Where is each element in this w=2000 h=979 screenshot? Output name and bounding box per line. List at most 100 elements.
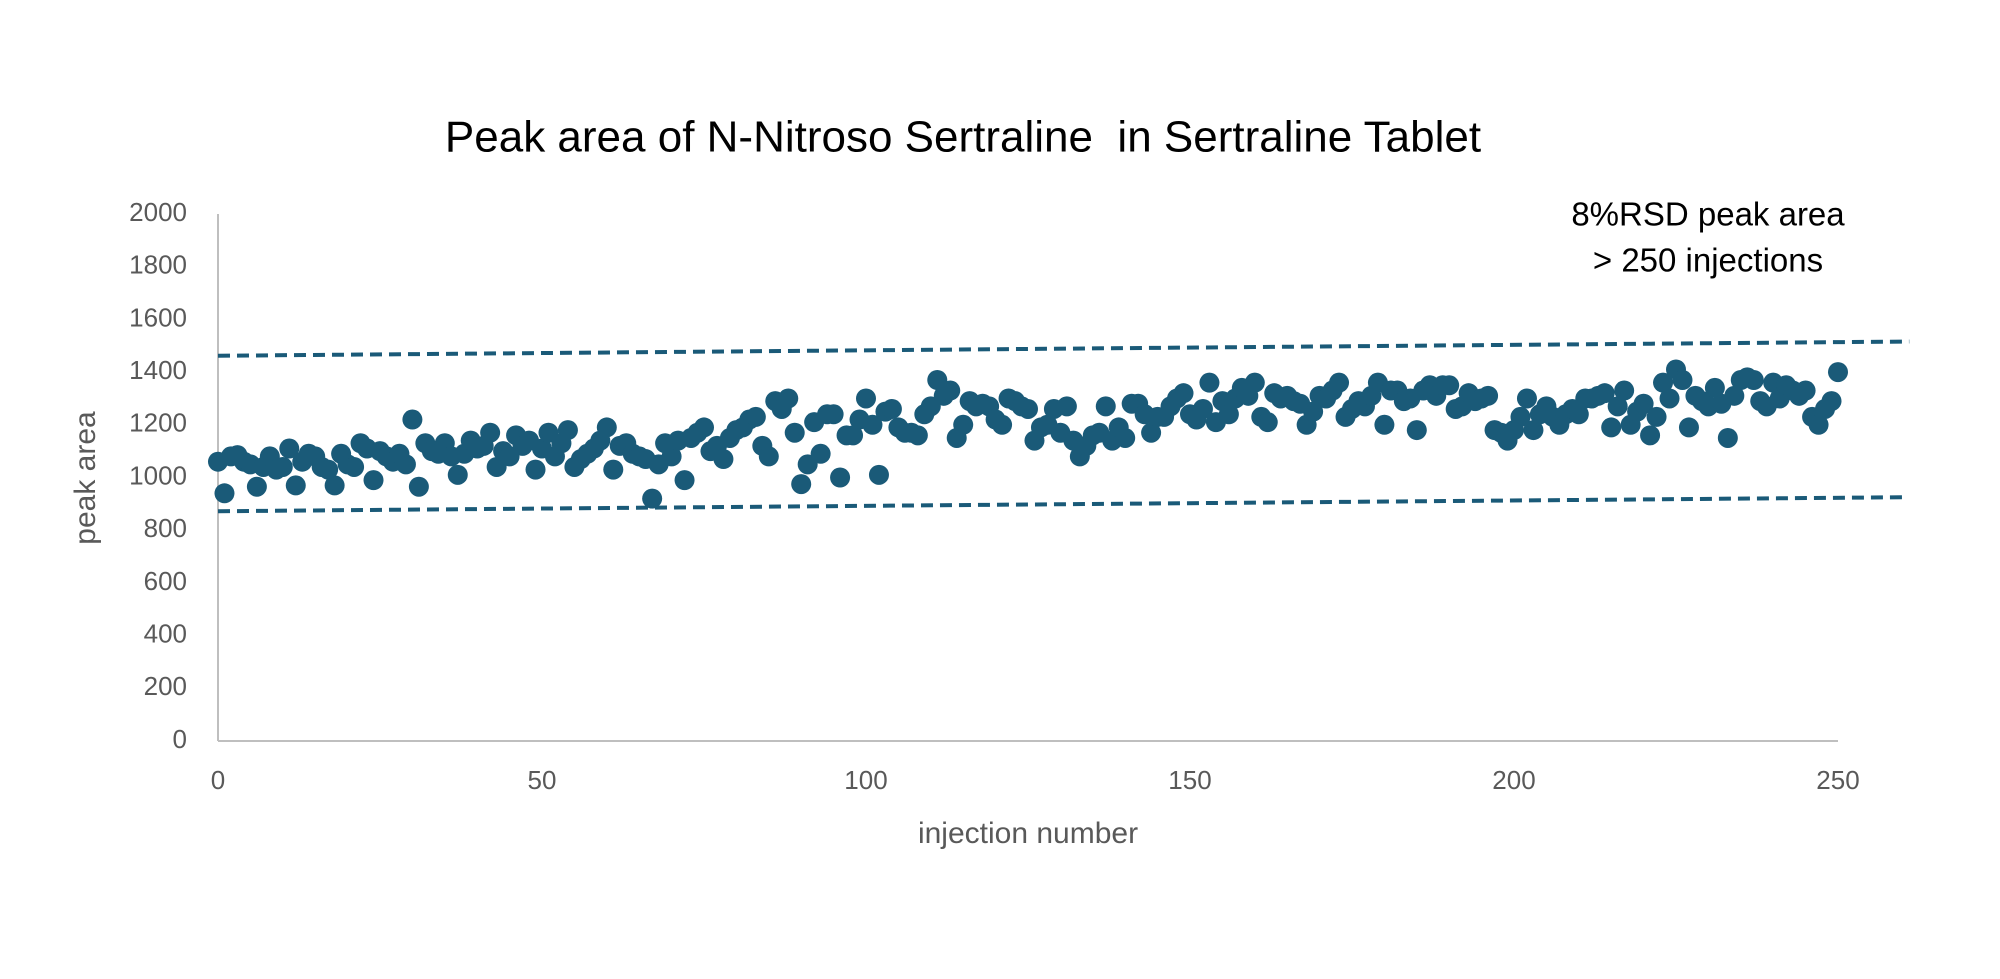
data-point [1523,420,1544,441]
data-point [830,467,851,488]
data-point [1018,398,1038,419]
data-point [318,459,339,480]
data-point [557,420,578,441]
data-point [285,475,306,496]
data-point [1633,393,1654,414]
annotation: > 250 injections [1593,242,1823,279]
data-point [525,459,546,480]
data-point [1614,380,1635,401]
data-point [1678,417,1699,438]
data-point [674,470,695,491]
y-tick-label: 800 [144,513,187,543]
data-point [1244,372,1265,393]
data-point [1218,404,1239,425]
data-point [661,446,682,467]
data-point [279,438,300,459]
data-point [1646,406,1667,427]
data-point [940,380,961,401]
data-point [1115,427,1136,448]
data-point [1607,396,1628,417]
data-point [1601,417,1622,438]
data-point [856,388,876,409]
data-point [862,414,883,435]
data-point [402,409,423,430]
y-tick-label: 2000 [129,197,187,227]
y-tick-label: 1200 [129,408,187,438]
data-point [1173,383,1194,404]
data-point [1095,396,1116,417]
x-tick-label: 250 [1816,765,1859,795]
y-tick-label: 200 [144,671,187,701]
data-point [395,454,416,475]
x-tick-label: 200 [1492,765,1535,795]
data-point [1717,427,1738,448]
x-tick-label: 50 [528,765,557,795]
data-point [1141,422,1162,443]
data-point [810,443,831,464]
data-point [344,456,365,477]
data-point [1659,388,1680,409]
x-axis-label: injection number [918,817,1138,850]
y-tick-label: 1400 [129,355,187,385]
data-point [1653,372,1674,393]
y-axis-label: peak area [69,411,102,545]
y-tick-label: 1800 [129,250,187,280]
data-point [953,414,974,435]
chart-title: Peak area of N-Nitroso Sertraline in Ser… [445,113,1481,162]
data-point [1439,375,1460,396]
data-point [1056,396,1077,417]
data-point [603,459,624,480]
data-point [480,422,501,443]
data-point [246,476,267,497]
x-tick-label: 150 [1168,765,1211,795]
data-point [1516,388,1537,409]
data-point [642,488,663,509]
reference-line [217,339,1910,358]
data-point [1672,370,1693,391]
data-point [713,449,734,470]
data-point [758,446,779,467]
data-point [1640,425,1661,446]
data-point [784,422,805,443]
data-point [1510,406,1531,427]
data-point [1329,372,1350,393]
data-point [1406,420,1427,441]
y-tick-label: 0 [173,724,187,754]
data-point [1743,370,1764,391]
data-point [363,470,384,491]
data-point [778,388,799,409]
data-point [791,474,812,495]
data-point [447,464,468,485]
y-tick-label: 1600 [129,302,187,332]
data-point [745,406,766,427]
data-point [992,414,1013,435]
data-point [907,425,928,446]
reference-line [217,495,1903,514]
data-point [272,456,293,477]
data-point [1199,372,1220,393]
data-point [1192,398,1213,419]
data-point [1568,404,1589,425]
data-point [408,476,429,497]
data-point [868,464,889,485]
y-tick-label: 1000 [129,460,187,490]
data-point [823,404,844,425]
data-point [324,475,345,496]
data-point [214,483,235,504]
data-point [694,417,714,438]
data-point [1821,391,1842,412]
data-point [1795,380,1816,401]
data-point [1478,385,1499,406]
data-point [1594,383,1615,404]
data-point [1808,414,1829,435]
x-tick-label: 100 [844,765,887,795]
data-point [1303,401,1324,422]
data-point [881,398,902,419]
data-point [1724,385,1745,406]
y-tick-label: 400 [144,618,187,648]
data-point [1374,414,1395,435]
data-point [1704,377,1725,398]
data-point [1257,412,1278,433]
annotation: 8%RSD peak area [1571,196,1845,233]
